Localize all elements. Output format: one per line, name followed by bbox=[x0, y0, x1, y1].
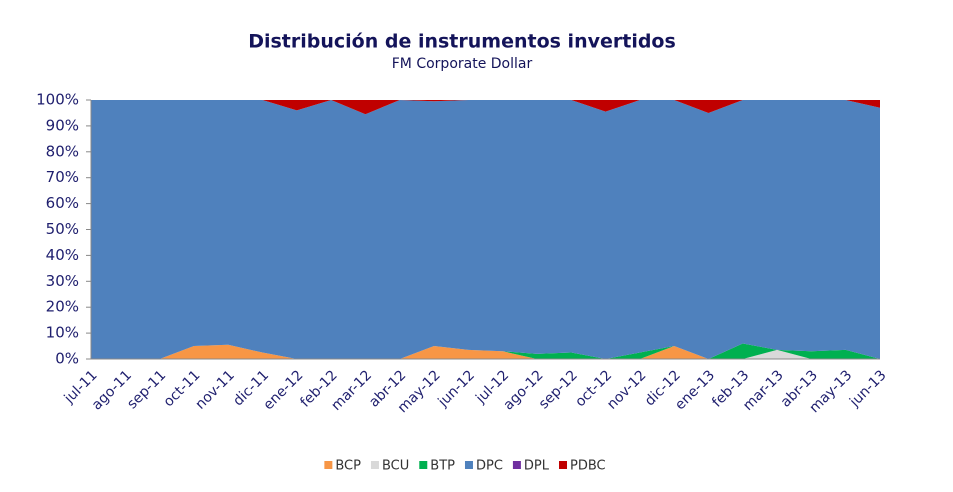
legend-swatch bbox=[464, 461, 473, 469]
y-tick-label: 90% bbox=[46, 116, 79, 134]
x-tick-label: nov-12 bbox=[604, 367, 649, 412]
legend-swatch bbox=[324, 461, 333, 469]
legend-swatch bbox=[559, 461, 568, 469]
legend-swatch bbox=[419, 461, 428, 469]
area bbox=[91, 344, 880, 359]
y-tick-label: 0% bbox=[55, 350, 79, 368]
y-tick-label: 60% bbox=[46, 194, 79, 212]
legend: BCP BCU BTP DPC DPL PDBC bbox=[324, 459, 606, 474]
area bbox=[91, 344, 880, 359]
y-tick-label: 100% bbox=[36, 91, 79, 109]
chart-title: Distribución de instrumentos invertidos bbox=[248, 31, 676, 53]
x-tick-label: sep-12 bbox=[536, 367, 581, 412]
area bbox=[91, 100, 880, 359]
legend-label: BTP bbox=[430, 459, 455, 474]
y-tick-label: 80% bbox=[46, 142, 79, 160]
legend-label: DPC bbox=[476, 459, 503, 474]
legend-label: BCP bbox=[335, 459, 361, 474]
x-tick-label: jun-13 bbox=[846, 367, 889, 410]
chart-subtitle: FM Corporate Dollar bbox=[392, 56, 533, 72]
y-tick-label: 50% bbox=[46, 220, 79, 238]
legend-label: DPL bbox=[524, 459, 550, 474]
x-tick-label: sep-11 bbox=[124, 367, 169, 412]
legend-swatch bbox=[370, 461, 379, 469]
y-tick-label: 10% bbox=[46, 324, 79, 342]
y-tick-label: 20% bbox=[46, 298, 79, 316]
y-tick-label: 30% bbox=[46, 272, 79, 290]
x-tick-label: jun-12 bbox=[435, 367, 478, 410]
x-tick-label: nov-11 bbox=[192, 367, 237, 412]
area bbox=[91, 100, 880, 115]
y-tick-label: 40% bbox=[46, 246, 79, 264]
legend-label: PDBC bbox=[570, 459, 606, 474]
y-tick-label: 70% bbox=[46, 168, 79, 186]
legend-swatch bbox=[512, 461, 521, 469]
legend-label: BCU bbox=[382, 459, 409, 474]
